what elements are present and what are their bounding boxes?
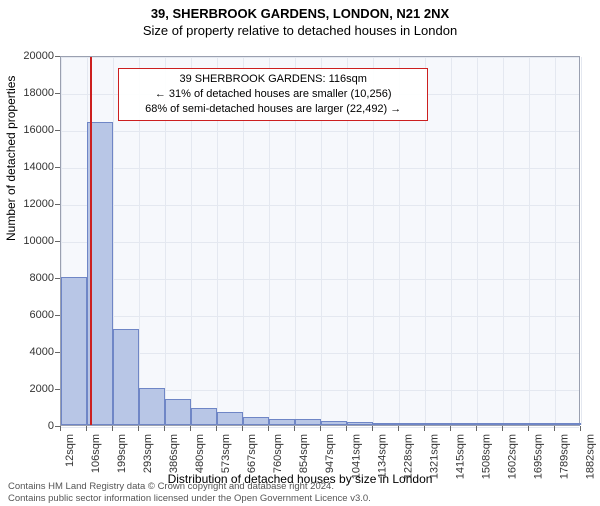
histogram-bar [347,422,373,425]
plot-area: 39 SHERBROOK GARDENS: 116sqm← 31% of det… [60,56,580,426]
histogram-bar [373,423,399,425]
histogram-bar [269,419,295,425]
x-tick-mark [476,426,477,431]
x-tick-mark [346,426,347,431]
y-tick-label: 20000 [4,50,54,62]
annotation-line: 39 SHERBROOK GARDENS: 116sqm [125,72,421,87]
x-tick-label: 293sqm [142,434,154,473]
x-tick-label: 386sqm [168,434,180,473]
gridline-v [503,57,504,425]
y-tick-mark [55,389,60,390]
x-tick-label: 854sqm [298,434,310,473]
chart-area: 39 SHERBROOK GARDENS: 116sqm← 31% of det… [60,56,580,426]
histogram-bar [165,399,191,425]
x-tick-label: 480sqm [194,434,206,473]
y-axis-label: Number of detached properties [4,76,18,241]
property-marker-line [90,57,92,425]
x-tick-label: 199sqm [116,434,128,473]
y-tick-label: 6000 [4,309,54,321]
histogram-bar [191,408,217,425]
histogram-bar [477,423,503,425]
histogram-bar [243,417,269,425]
x-tick-mark [86,426,87,431]
x-tick-mark [450,426,451,431]
y-tick-label: 16000 [4,124,54,136]
x-tick-mark [242,426,243,431]
histogram-bar [139,388,165,425]
x-tick-mark [112,426,113,431]
histogram-bar [529,423,555,425]
gridline-v [451,57,452,425]
x-tick-mark [502,426,503,431]
annotation-line: ← 31% of detached houses are smaller (10… [125,87,421,102]
y-tick-label: 18000 [4,87,54,99]
annotation-box: 39 SHERBROOK GARDENS: 116sqm← 31% of det… [118,68,428,121]
y-tick-label: 12000 [4,198,54,210]
histogram-bar [425,423,451,425]
annotation-line: 68% of semi-detached houses are larger (… [125,102,421,117]
x-tick-label: 106sqm [90,434,102,473]
page-title: 39, SHERBROOK GARDENS, LONDON, N21 2NX [0,6,600,21]
histogram-bar [295,419,321,425]
x-tick-mark [60,426,61,431]
x-tick-mark [138,426,139,431]
y-tick-mark [55,93,60,94]
y-tick-mark [55,167,60,168]
x-tick-mark [424,426,425,431]
gridline-v [581,57,582,425]
y-tick-mark [55,56,60,57]
y-tick-mark [55,352,60,353]
y-tick-mark [55,204,60,205]
footer-line-1: Contains HM Land Registry data © Crown c… [8,481,592,492]
x-tick-mark [372,426,373,431]
y-tick-label: 0 [4,420,54,432]
x-tick-label: 573sqm [220,434,232,473]
footer-attribution: Contains HM Land Registry data © Crown c… [8,481,592,504]
histogram-bar [321,421,347,425]
x-tick-mark [294,426,295,431]
x-tick-mark [164,426,165,431]
histogram-bar [399,423,425,425]
y-tick-label: 14000 [4,161,54,173]
x-tick-mark [398,426,399,431]
gridline-v [477,57,478,425]
x-tick-label: 667sqm [246,434,258,473]
histogram-bar [61,277,87,425]
y-tick-label: 2000 [4,383,54,395]
y-tick-label: 4000 [4,346,54,358]
histogram-bar [113,329,139,425]
y-tick-mark [55,315,60,316]
y-tick-mark [55,130,60,131]
x-tick-mark [528,426,529,431]
page-subtitle: Size of property relative to detached ho… [0,23,600,38]
y-tick-label: 10000 [4,235,54,247]
histogram-bar [555,423,581,425]
x-tick-mark [320,426,321,431]
histogram-bar [503,423,529,425]
x-tick-label: 760sqm [272,434,284,473]
x-tick-mark [554,426,555,431]
histogram-bar [451,423,477,425]
x-tick-label: 947sqm [324,434,336,473]
y-tick-label: 8000 [4,272,54,284]
footer-line-2: Contains public sector information licen… [8,493,592,504]
gridline-v [529,57,530,425]
y-tick-mark [55,241,60,242]
gridline-v [555,57,556,425]
x-tick-mark [268,426,269,431]
x-tick-label: 12sqm [64,434,76,467]
y-tick-mark [55,278,60,279]
x-tick-mark [580,426,581,431]
x-tick-mark [190,426,191,431]
histogram-bar [217,412,243,425]
x-tick-mark [216,426,217,431]
